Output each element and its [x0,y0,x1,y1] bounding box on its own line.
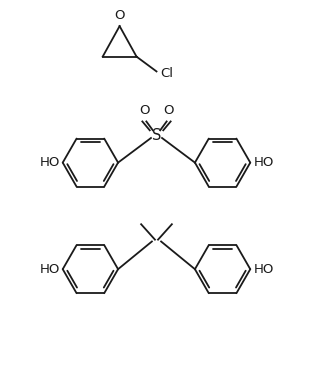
Text: Cl: Cl [160,67,173,80]
Text: HO: HO [253,156,274,169]
Text: HO: HO [39,156,60,169]
Text: O: O [140,104,150,117]
Text: S: S [152,128,161,142]
Text: O: O [163,104,173,117]
Text: HO: HO [39,263,60,276]
Text: O: O [114,9,125,22]
Text: HO: HO [253,263,274,276]
